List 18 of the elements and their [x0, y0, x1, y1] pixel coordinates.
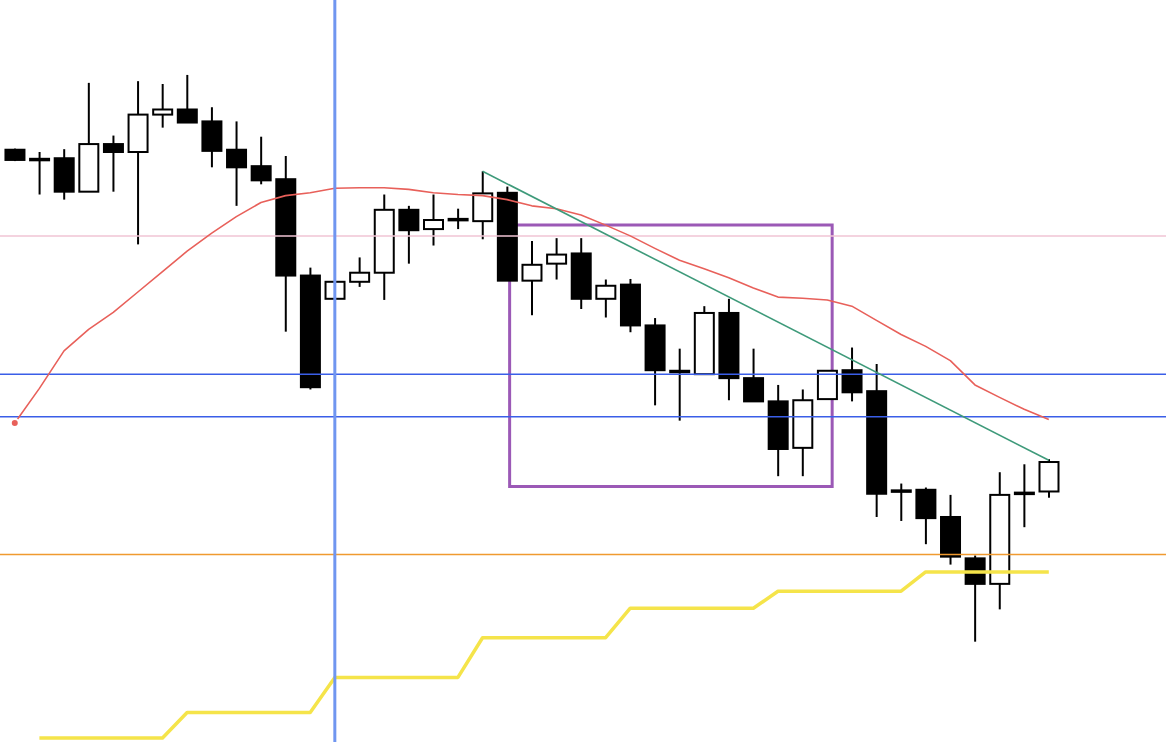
candlestick [890, 482, 912, 522]
candlestick [841, 346, 863, 403]
candlestick [29, 151, 51, 196]
candlestick [743, 347, 765, 403]
candlestick [398, 204, 420, 265]
candlestick [102, 134, 124, 193]
candlestick [669, 347, 691, 422]
candlestick [595, 278, 617, 319]
candlestick [250, 135, 272, 186]
candlestick [447, 207, 469, 231]
candlestick [349, 256, 371, 288]
candlestick [423, 193, 444, 247]
candlestick [226, 120, 248, 207]
candlestick [176, 73, 198, 124]
candlestick [1013, 463, 1035, 529]
candlestick [546, 237, 568, 281]
candlestick [521, 239, 543, 317]
candlestick [152, 83, 174, 129]
